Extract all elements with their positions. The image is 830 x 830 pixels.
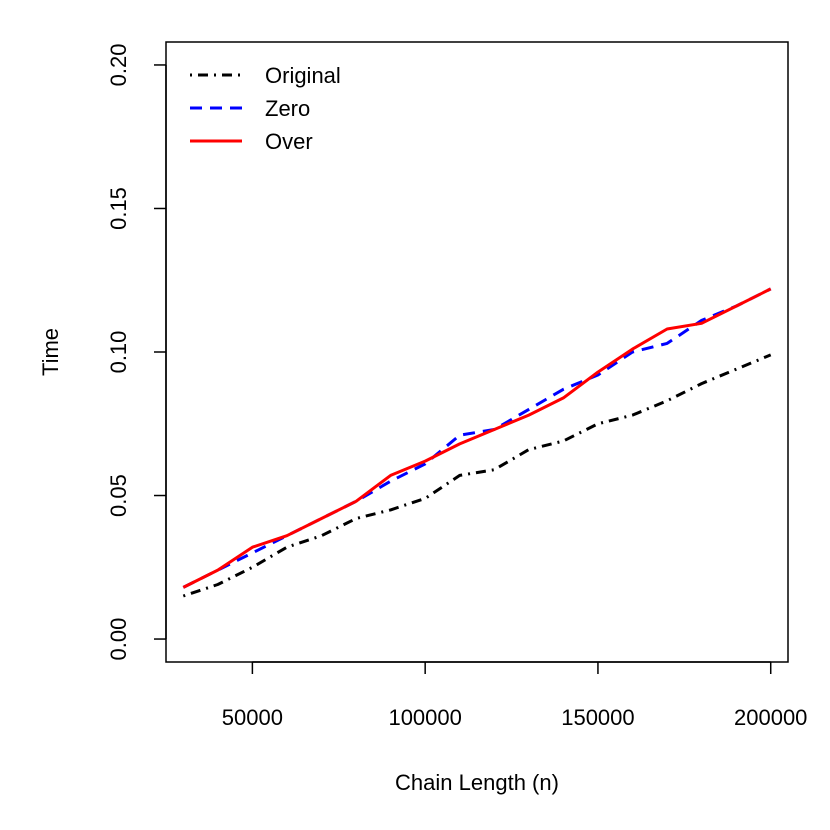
x-tick-label: 100000 [388,705,461,730]
y-tick-label: 0.00 [106,618,131,661]
x-tick-label: 200000 [734,705,807,730]
legend: Original Zero Over [190,63,341,154]
y-axis: 0.00 0.05 0.10 0.15 0.20 [106,44,167,661]
legend-label: Original [265,63,341,88]
x-axis: 50000 100000 150000 200000 [222,661,807,730]
y-axis-title: Time [38,328,63,376]
y-tick-label: 0.20 [106,44,131,87]
x-axis-title: Chain Length (n) [395,770,559,795]
series-layer [182,287,772,598]
plot-frame [165,41,789,663]
y-tick-label: 0.15 [106,187,131,230]
y-tick-label: 0.05 [106,474,131,517]
y-tick-label: 0.10 [106,331,131,374]
legend-label: Zero [265,96,310,121]
series-line-over [182,287,772,589]
x-tick-label: 150000 [561,705,634,730]
legend-label: Over [265,129,313,154]
series-line-original [182,353,772,598]
x-tick-label: 50000 [222,705,283,730]
